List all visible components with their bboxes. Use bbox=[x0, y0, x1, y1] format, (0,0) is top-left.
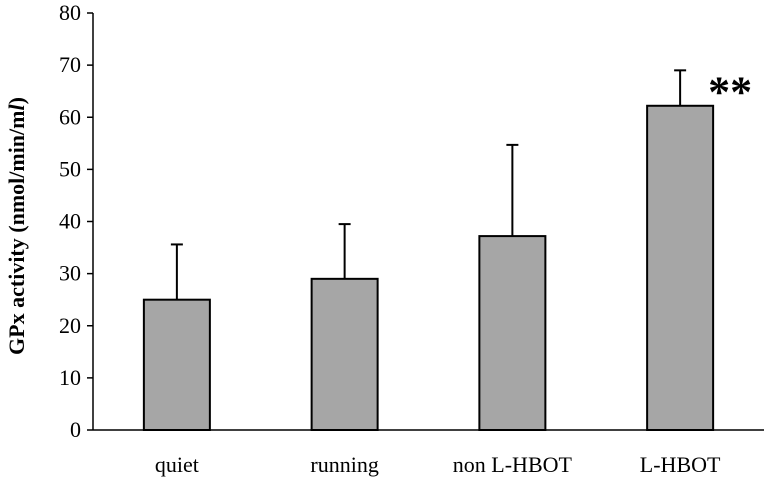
y-axis-label-prefix: GPx activity (nmol/min/m bbox=[4, 111, 29, 355]
bar bbox=[142, 298, 211, 431]
y-tick-label: 60 bbox=[59, 104, 81, 129]
bar bbox=[646, 104, 715, 431]
y-axis-label-italic: l bbox=[4, 104, 29, 111]
bars bbox=[142, 69, 715, 431]
y-tick-label: 10 bbox=[59, 365, 81, 390]
significance-marker: ** bbox=[708, 67, 752, 116]
y-tick-label: 30 bbox=[59, 261, 81, 286]
x-tick-label: running bbox=[310, 452, 378, 477]
annotations: ** bbox=[708, 67, 752, 116]
bar bbox=[478, 235, 547, 431]
tick-labels: 0 10 20 30 40 50 60 70 80 quiet running non L-HBOT L… bbox=[59, 0, 721, 477]
y-tick-label: 0 bbox=[70, 417, 81, 442]
y-tick-label: 40 bbox=[59, 209, 81, 234]
y-tick-label: 50 bbox=[59, 156, 81, 181]
y-tick-label: 80 bbox=[59, 0, 81, 25]
y-axis-label: GPx activity (nmol/min/ml) bbox=[4, 97, 29, 355]
x-tick-label: quiet bbox=[155, 452, 199, 477]
y-tick-label: 70 bbox=[59, 52, 81, 77]
x-tick-label: L-HBOT bbox=[640, 452, 721, 477]
x-tick-label: non L-HBOT bbox=[453, 452, 573, 477]
y-axis-label-suffix: ) bbox=[4, 97, 29, 104]
y-tick-label: 20 bbox=[59, 313, 81, 338]
bar bbox=[310, 277, 379, 431]
